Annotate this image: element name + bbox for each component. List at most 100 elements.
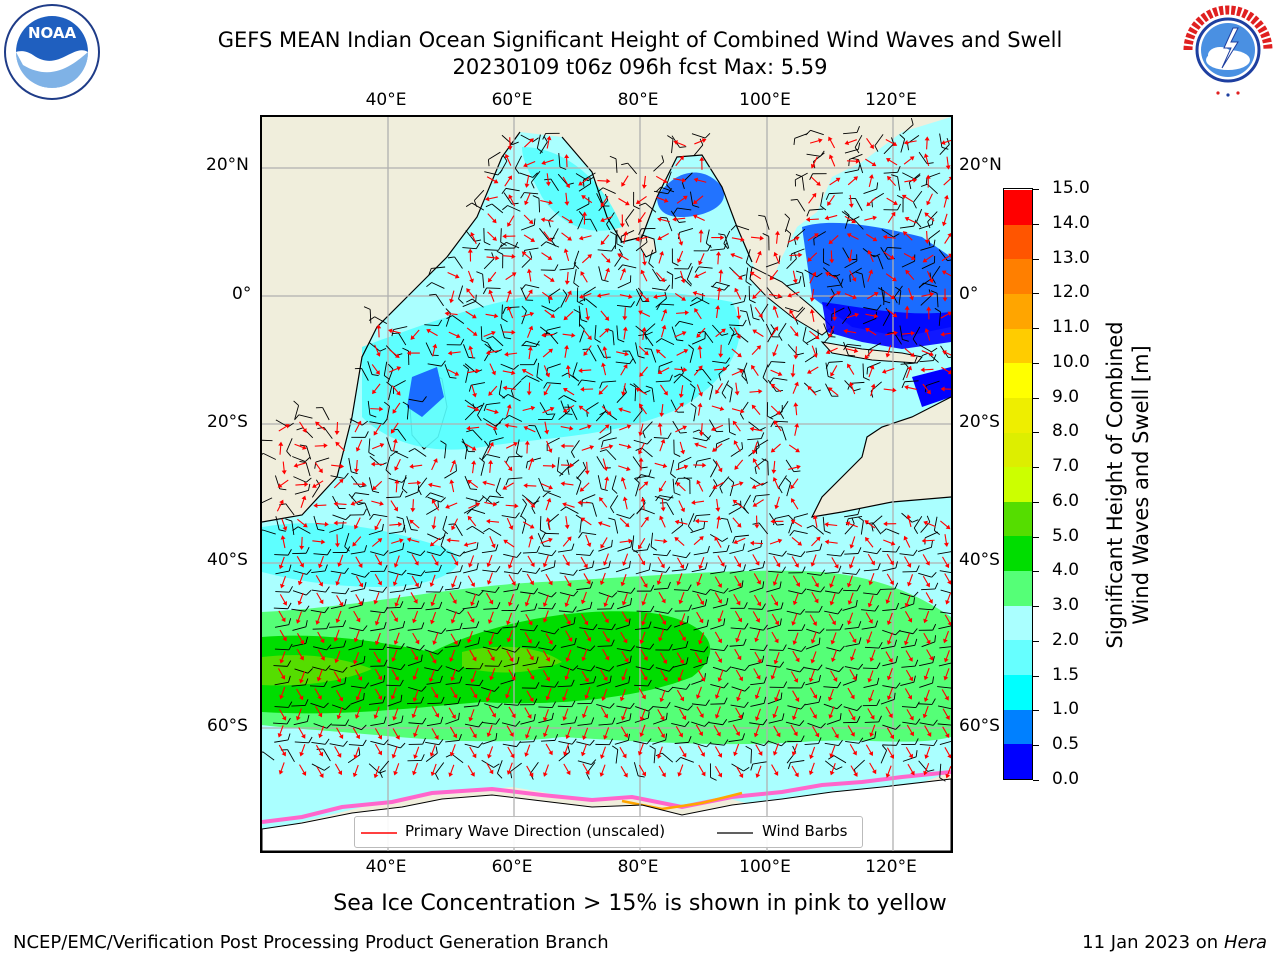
wind-barb	[559, 665, 579, 671]
wind-barb	[446, 551, 465, 557]
wind-barb	[710, 682, 729, 689]
wind-barb	[831, 307, 845, 321]
wind-barb	[785, 720, 805, 726]
wind-barb	[311, 564, 328, 574]
wind-barb	[874, 134, 884, 152]
wind-barb	[689, 383, 696, 402]
wind-barb	[463, 562, 479, 574]
wind-barb	[560, 716, 578, 725]
wind-barb	[768, 550, 787, 557]
wind-barb	[426, 282, 445, 289]
wind-barb	[690, 646, 709, 653]
wind-barb	[332, 546, 351, 553]
wind-barb	[505, 455, 523, 464]
wind-barb	[729, 543, 745, 554]
colorbar-title-line2: Wind Waves and Swell [m]	[1129, 345, 1153, 625]
wind-barb	[424, 665, 443, 672]
wind-barb	[711, 281, 731, 288]
wind-barb	[465, 679, 484, 687]
blue-patch-bengal	[657, 172, 724, 217]
nws-logo	[1178, 0, 1278, 100]
wind-barb	[671, 721, 690, 728]
wind-barb	[825, 666, 844, 673]
wind-barb	[768, 566, 786, 573]
wind-barb	[310, 680, 328, 687]
wind-barb	[828, 755, 847, 764]
wind-barb	[601, 437, 617, 448]
wind-barb	[514, 155, 522, 174]
wind-barb	[426, 500, 439, 515]
wind-barb	[652, 702, 671, 709]
wind-barb	[501, 647, 521, 653]
wind-barb	[919, 719, 938, 726]
wind-barb	[273, 660, 292, 667]
lon-tick-top-60e: 60°E	[491, 90, 533, 110]
wind-barb	[350, 655, 366, 668]
wave-arrow	[844, 139, 857, 146]
colorbar-label: 14.0	[1052, 212, 1090, 233]
wind-barb	[444, 696, 461, 706]
wind-barb	[428, 266, 446, 275]
wind-barb	[329, 521, 344, 533]
wind-barb	[351, 572, 370, 578]
wind-barb	[466, 525, 485, 535]
wave-arrow	[865, 158, 877, 167]
wind-barb	[391, 332, 407, 346]
wind-barb	[386, 643, 405, 650]
wind-barb	[522, 567, 541, 574]
wind-barb	[862, 363, 870, 381]
wind-barb	[522, 656, 539, 667]
wind-barb	[462, 242, 481, 250]
wave-arrow	[597, 178, 611, 184]
wind-barb	[784, 213, 790, 232]
wave-arrow	[673, 140, 686, 147]
wind-barb	[940, 589, 951, 595]
wind-barb	[671, 326, 684, 342]
wind-barb	[902, 118, 914, 135]
wind-barb	[788, 588, 807, 595]
wind-barb	[882, 682, 901, 689]
chart-title-line2: 20230109 t06z 096h fcst Max: 5.59	[452, 55, 828, 79]
wind-barb	[445, 734, 462, 743]
wind-barb	[787, 735, 805, 742]
colorbar-label: 4.0	[1052, 560, 1080, 581]
wind-barb	[594, 325, 601, 343]
wind-barb	[730, 225, 750, 231]
wind-barb	[404, 485, 420, 498]
wind-barb	[444, 639, 462, 648]
wind-barb	[424, 319, 443, 327]
wind-barb	[538, 413, 556, 421]
wind-barb	[331, 704, 351, 710]
wind-barb	[793, 133, 809, 146]
wind-barb	[466, 429, 483, 441]
wind-barb	[262, 497, 273, 505]
wave-arrow	[693, 177, 707, 183]
wind-barb	[444, 464, 457, 479]
wind-barb	[866, 361, 881, 375]
wind-barb	[598, 426, 612, 440]
wind-barb	[765, 323, 779, 338]
wind-barb	[672, 478, 681, 496]
wind-barb	[730, 602, 748, 609]
wave-arrow	[540, 199, 553, 205]
wind-barb	[692, 589, 711, 595]
colorbar	[1003, 188, 1033, 780]
wind-barb	[863, 563, 881, 572]
wind-barb	[670, 210, 686, 223]
wind-barb	[913, 190, 923, 209]
wind-barb	[843, 343, 862, 351]
wind-barb	[446, 565, 463, 574]
wave-arrow	[294, 443, 307, 450]
wind-barb	[635, 643, 655, 650]
wind-barb	[750, 696, 767, 707]
wind-barb	[787, 703, 806, 710]
colorbar-segment	[1004, 362, 1032, 398]
wind-barb	[525, 457, 542, 469]
wave-arrow	[524, 174, 530, 188]
wind-barb	[503, 582, 520, 593]
wind-barb	[804, 269, 823, 278]
wind-barb	[688, 344, 694, 363]
wind-barb	[501, 512, 520, 519]
colorbar-tick	[1033, 432, 1039, 434]
wind-barb	[597, 623, 616, 631]
